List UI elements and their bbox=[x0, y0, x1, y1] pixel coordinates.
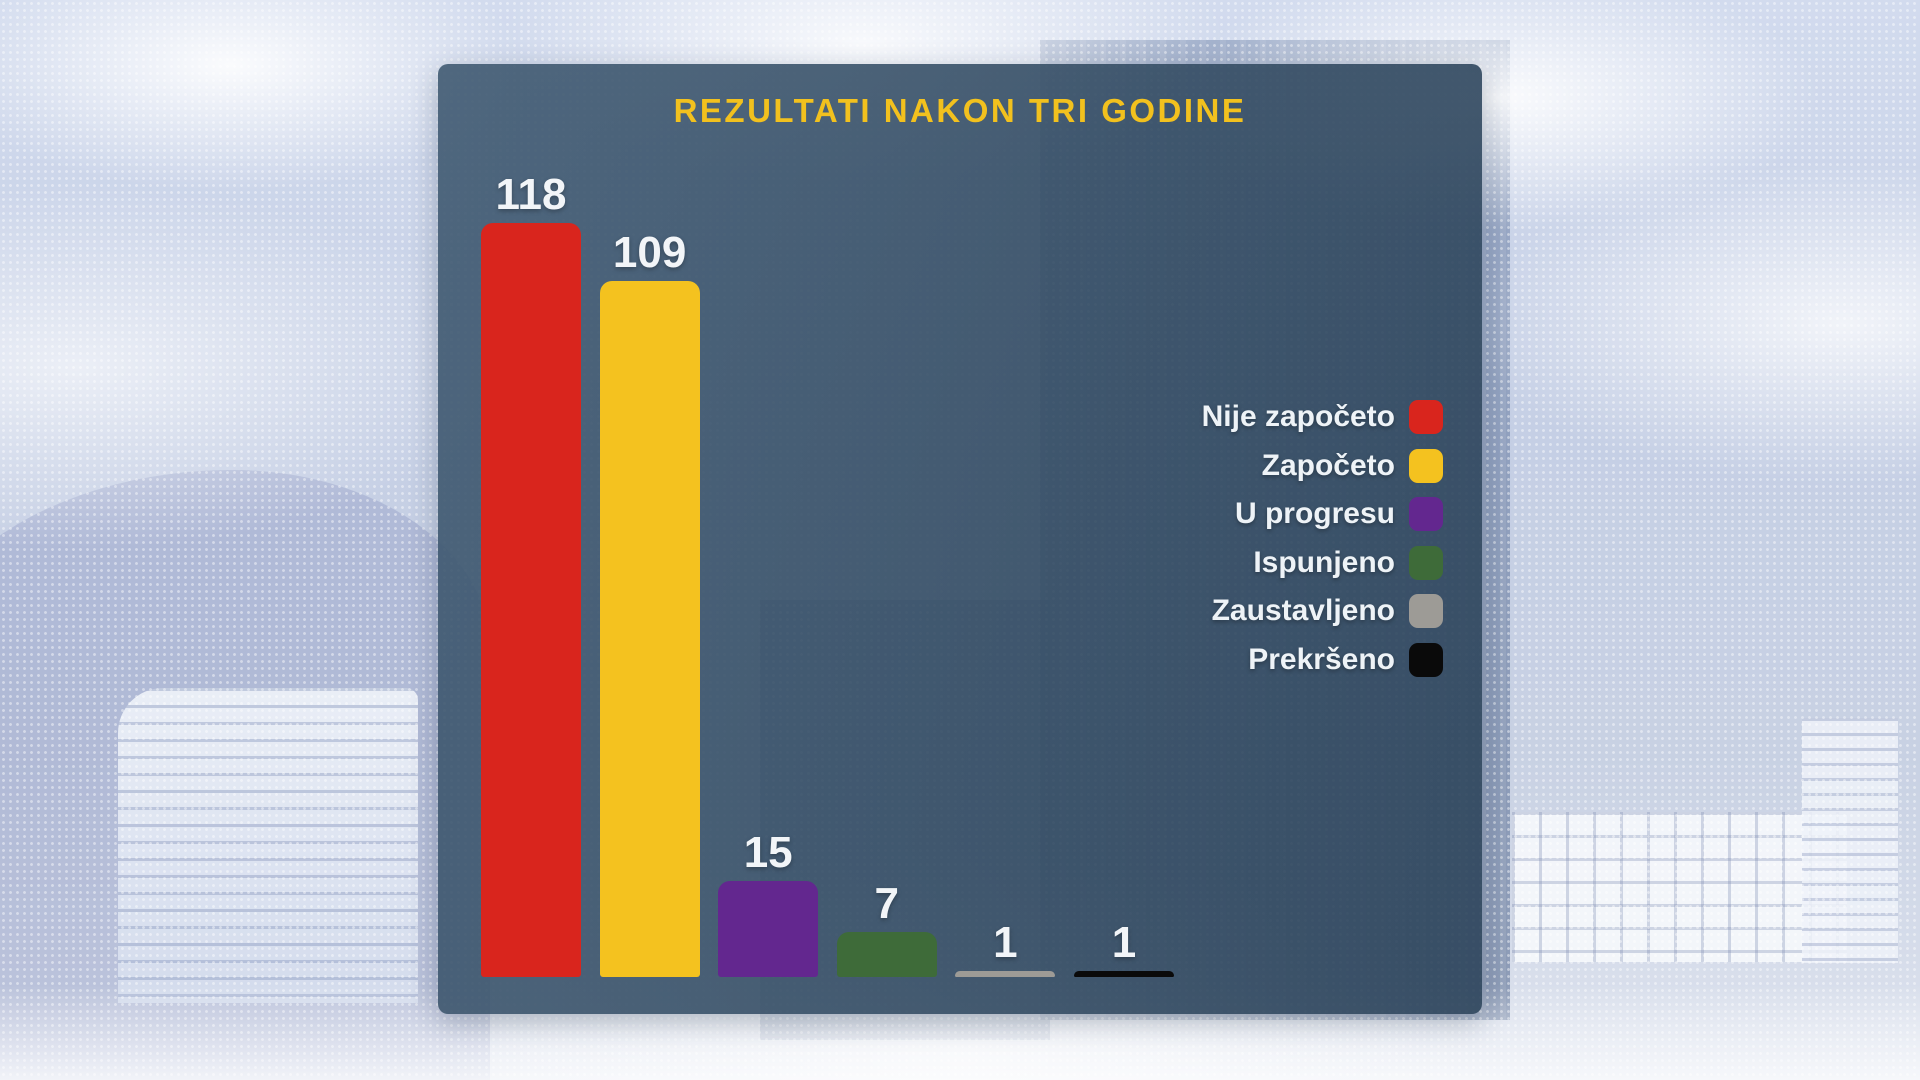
legend-label: Zaustavljeno bbox=[1211, 594, 1395, 627]
bar-group-nije-zapoc-eto: 118 bbox=[481, 173, 581, 977]
bar-u-progresu bbox=[718, 881, 819, 977]
bar-group-zapoc-eto: 109 bbox=[599, 227, 700, 977]
legend-swatch bbox=[1409, 400, 1443, 434]
legend-swatch bbox=[1409, 642, 1443, 677]
legend-item-ispunjeno: Ispunjeno bbox=[1202, 544, 1443, 582]
bar-value-label: 1 bbox=[993, 917, 1018, 967]
chart-title: REZULTATI NAKON TRI GODINE bbox=[673, 92, 1247, 129]
legend-item-nije-zapoc-eto: Nije započeto bbox=[1202, 398, 1443, 436]
legend-label: Prekršeno bbox=[1248, 642, 1395, 676]
legend-swatch bbox=[1409, 448, 1443, 483]
legend-item-prekrs-eno: Prekršeno bbox=[1202, 641, 1443, 679]
bar-group-ispunjeno: 7 bbox=[836, 879, 937, 977]
bar-group-prekrs-eno: 1 bbox=[1074, 917, 1174, 977]
legend-label: U progresu bbox=[1234, 497, 1395, 530]
legend-label: Ispunjeno bbox=[1253, 545, 1395, 579]
bar-prekrs-eno bbox=[1074, 970, 1174, 977]
bar-group-u-progresu: 15 bbox=[718, 828, 819, 977]
bar-zapoc-eto bbox=[599, 280, 700, 977]
bar-ispunjeno bbox=[836, 932, 937, 977]
bar-nije-zapoc-eto bbox=[481, 223, 581, 977]
legend-label: Započeto bbox=[1261, 448, 1395, 482]
bar-value-label: 7 bbox=[874, 879, 900, 929]
legend-swatch bbox=[1409, 497, 1443, 531]
legend-swatch bbox=[1409, 594, 1443, 628]
bar-value-label: 109 bbox=[612, 227, 687, 277]
legend: Nije započeto Započeto U progresu Ispunjeno… bbox=[1202, 398, 1443, 679]
chart-panel: REZULTATI NAKON TRI GODINE 118 109 15 7 1 1 N… bbox=[438, 64, 1482, 1014]
plot-area: 118 109 15 7 1 1 bbox=[438, 64, 1482, 1014]
bar-group-zaustavljeno: 1 bbox=[955, 917, 1056, 977]
legend-item-u-progresu: U progresu bbox=[1202, 495, 1443, 533]
legend-item-zaustavljeno: Zaustavljeno bbox=[1202, 592, 1443, 630]
bar-zaustavljeno bbox=[955, 970, 1056, 977]
bar-value-label: 1 bbox=[1111, 917, 1137, 967]
bar-value-label: 118 bbox=[495, 170, 567, 219]
legend-label: Nije započeto bbox=[1201, 400, 1395, 433]
legend-swatch bbox=[1409, 545, 1443, 580]
bar-value-label: 15 bbox=[743, 828, 793, 878]
legend-item-zapoc-eto: Započeto bbox=[1202, 447, 1443, 485]
